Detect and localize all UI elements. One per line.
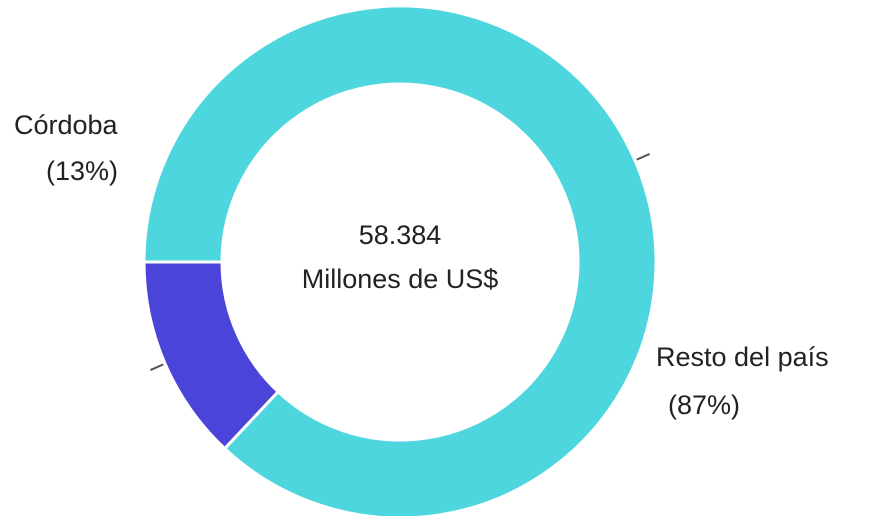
center-value: 58.384 (358, 220, 442, 250)
slice-pct-resto: (87%) (668, 390, 741, 420)
slice-label-cordoba: Córdoba (14, 110, 118, 140)
leader-lines (149, 153, 651, 371)
center-unit: Millones de US$ (301, 264, 499, 294)
slice-pct-cordoba: (13%) (46, 156, 119, 186)
donut-slice-1 (142, 4, 658, 516)
leader-line-1 (636, 153, 651, 161)
slice-label-resto: Resto del país (656, 342, 829, 372)
donut-slices (142, 4, 658, 516)
leader-line-0 (149, 363, 164, 371)
